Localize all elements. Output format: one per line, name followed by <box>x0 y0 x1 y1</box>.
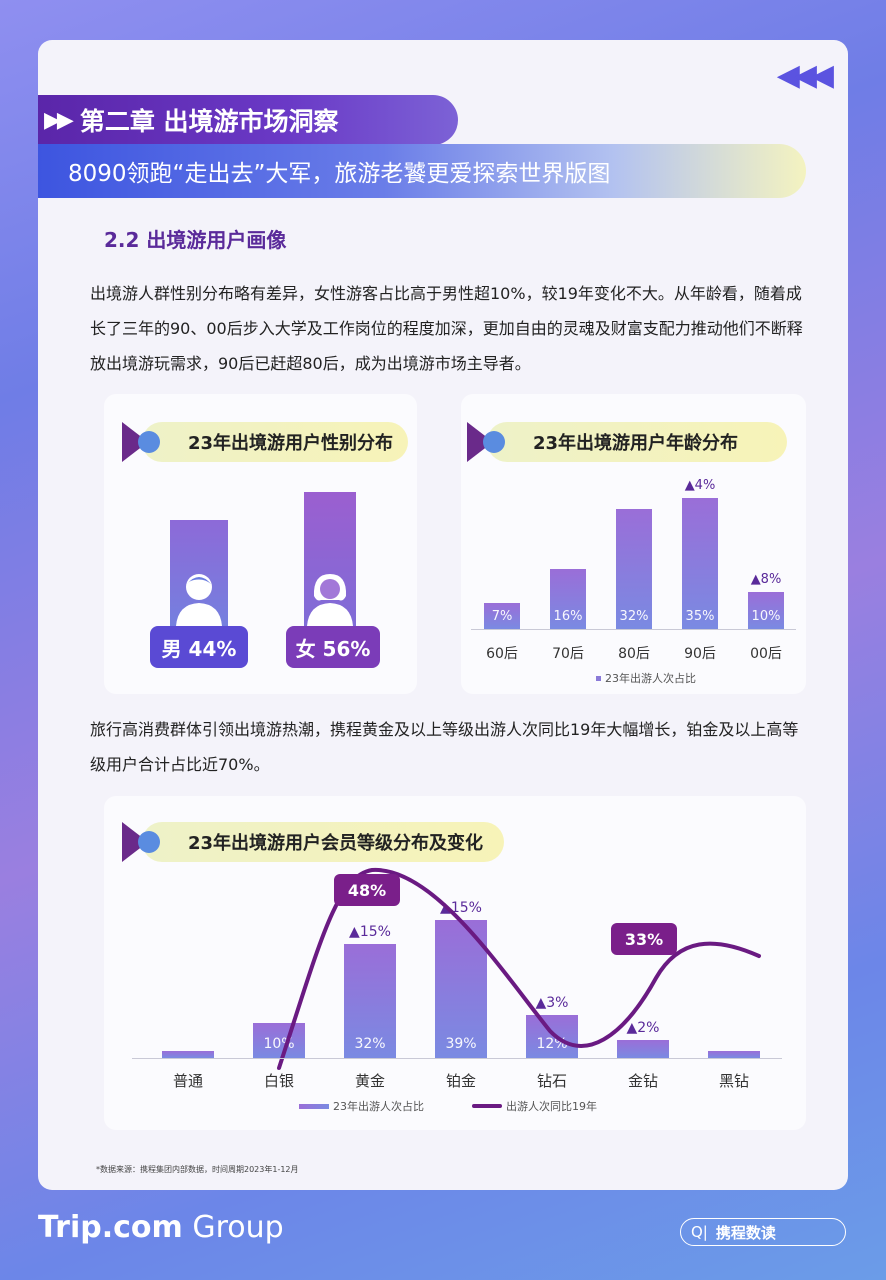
female-person-icon <box>307 574 353 626</box>
age-change-label: ▲4% <box>684 477 716 493</box>
age-tick-label: 80后 <box>618 646 650 662</box>
age-x-axis <box>471 629 796 630</box>
age-bar-value: 10% <box>751 609 781 624</box>
title-dot-icon <box>138 831 160 853</box>
back-chevrons-icon[interactable]: ◀◀◀ <box>776 58 834 93</box>
paragraph-2: 旅行高消费群体引领出境游热潮，携程黄金及以上等级出游人次同比19年大幅增长，铂金… <box>90 720 799 774</box>
brand-logo: Trip.com Group <box>38 1210 284 1245</box>
age-bar <box>550 569 586 629</box>
callout-gold-diamond: 33% <box>611 923 677 955</box>
membership-bar <box>253 1022 305 1058</box>
membership-bar <box>617 1040 669 1058</box>
forward-arrows-icon: ▶▶ <box>44 107 74 133</box>
legend-line-swatch <box>472 1104 502 1108</box>
subtitle-banner: 8090领跑“走出去”大军，旅游老饕更爱探索世界版图 <box>38 144 806 198</box>
paragraph-1: 出境游人群性别分布略有差异，女性游客占比高于男性超10%，较19年变化不大。从年… <box>90 284 803 373</box>
legend-text: 23年出游人次占比 <box>333 1100 424 1113</box>
age-panel: 23年出境游用户年龄分布 7% 60后 16% 70后 32% 80后 35% 90后 ▲4% 1… <box>461 394 806 694</box>
age-bar-value: 32% <box>619 609 649 624</box>
callout-gold: 48% <box>334 874 400 906</box>
membership-bar <box>708 1050 760 1058</box>
title-dot-icon <box>138 431 160 453</box>
membership-tick-label: 黄金 <box>354 1072 385 1090</box>
gender-panel: 23年出境游用户性别分布 男 44% 女 56% <box>104 394 417 694</box>
legend-swatch <box>299 1103 329 1109</box>
gender-chart-title: 23年出境游用户性别分布 <box>122 422 408 462</box>
age-tick-label: 90后 <box>684 646 716 662</box>
gender-label-male: 男 44% <box>150 626 248 668</box>
membership-tick-label: 钻石 <box>536 1072 567 1090</box>
membership-x-axis <box>132 1058 782 1059</box>
membership-tick-label: 白银 <box>263 1072 294 1090</box>
chapter-title: 第二章 出境游市场洞察 <box>79 107 339 136</box>
gender-title-text: 23年出境游用户性别分布 <box>188 433 394 454</box>
membership-panel: 23年出境游用户会员等级分布及变化 普通 10% 白银 32% 黄金 ▲15% 39% 铂金 ▲… <box>104 796 806 1130</box>
age-chart-title: 23年出境游用户年龄分布 <box>467 422 787 462</box>
legend-text: 出游人次同比19年 <box>506 1100 597 1113</box>
membership-bar-value: 39% <box>445 1036 477 1052</box>
age-legend: 23年出游人次占比 <box>596 670 696 686</box>
membership-tick-label: 金钻 <box>627 1072 658 1090</box>
male-person-icon <box>176 574 222 626</box>
gender-label-female: 女 56% <box>286 626 380 668</box>
age-bar-value: 35% <box>685 609 715 624</box>
age-change-label: ▲8% <box>750 571 782 587</box>
subtitle-text: 8090领跑“走出去”大军，旅游老饕更爱探索世界版图 <box>68 161 611 187</box>
search-icon: Q| <box>691 1223 708 1241</box>
membership-title-text: 23年出境游用户会员等级分布及变化 <box>188 833 484 854</box>
brand-name: Trip.com <box>38 1210 183 1245</box>
section-title: 2.2 出境游用户画像 <box>104 228 287 252</box>
age-tick-label: 60后 <box>486 646 518 662</box>
membership-legend-bar: 23年出游人次占比 <box>299 1098 424 1114</box>
age-title-text: 23年出境游用户年龄分布 <box>533 433 739 454</box>
membership-change-label: ▲2% <box>626 1020 660 1037</box>
age-tick-label: 00后 <box>750 646 782 662</box>
report-card: ◀◀◀ ▶▶ 第二章 出境游市场洞察 8090领跑“走出去”大军，旅游老饕更爱探… <box>38 40 848 1190</box>
age-bar <box>616 509 652 629</box>
membership-bar <box>162 1050 214 1058</box>
membership-tick-label: 黑钻 <box>718 1072 749 1090</box>
membership-bar <box>344 944 396 1058</box>
membership-legend-line: 出游人次同比19年 <box>472 1098 597 1114</box>
membership-tick-label: 普通 <box>172 1072 203 1090</box>
legend-swatch <box>596 675 601 681</box>
search-label: 携程数读 <box>715 1223 776 1242</box>
membership-tick-label: 铂金 <box>445 1072 476 1090</box>
age-bar <box>682 497 718 629</box>
legend-text: 23年出游人次占比 <box>605 672 696 685</box>
age-bar <box>484 602 520 629</box>
search-pill[interactable]: Q| 携程数读 <box>680 1218 846 1246</box>
age-bar-value: 16% <box>553 609 583 624</box>
age-tick-label: 70后 <box>552 646 584 662</box>
title-dot-icon <box>483 431 505 453</box>
membership-change-label: ▲3% <box>535 995 569 1012</box>
brand-suffix: Group <box>182 1210 284 1245</box>
membership-chart-title: 23年出境游用户会员等级分布及变化 <box>122 822 504 862</box>
membership-change-label: ▲15% <box>349 924 391 941</box>
chapter-banner: ▶▶ 第二章 出境游市场洞察 <box>38 95 458 145</box>
age-bar-value: 7% <box>491 609 513 624</box>
age-bar <box>748 591 784 629</box>
membership-bar-value: 32% <box>354 1036 386 1052</box>
yoy-line-chart <box>277 867 761 1070</box>
membership-bar <box>526 1015 578 1058</box>
footnote: *数据来源：携程集团内部数据，时间周期2023年1-12月 <box>96 1165 299 1174</box>
